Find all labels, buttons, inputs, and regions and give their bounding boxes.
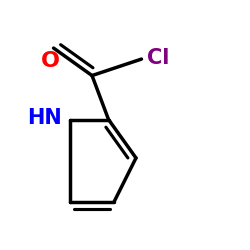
Text: O: O: [41, 51, 60, 71]
Text: Cl: Cl: [147, 48, 169, 68]
Text: HN: HN: [27, 108, 62, 128]
